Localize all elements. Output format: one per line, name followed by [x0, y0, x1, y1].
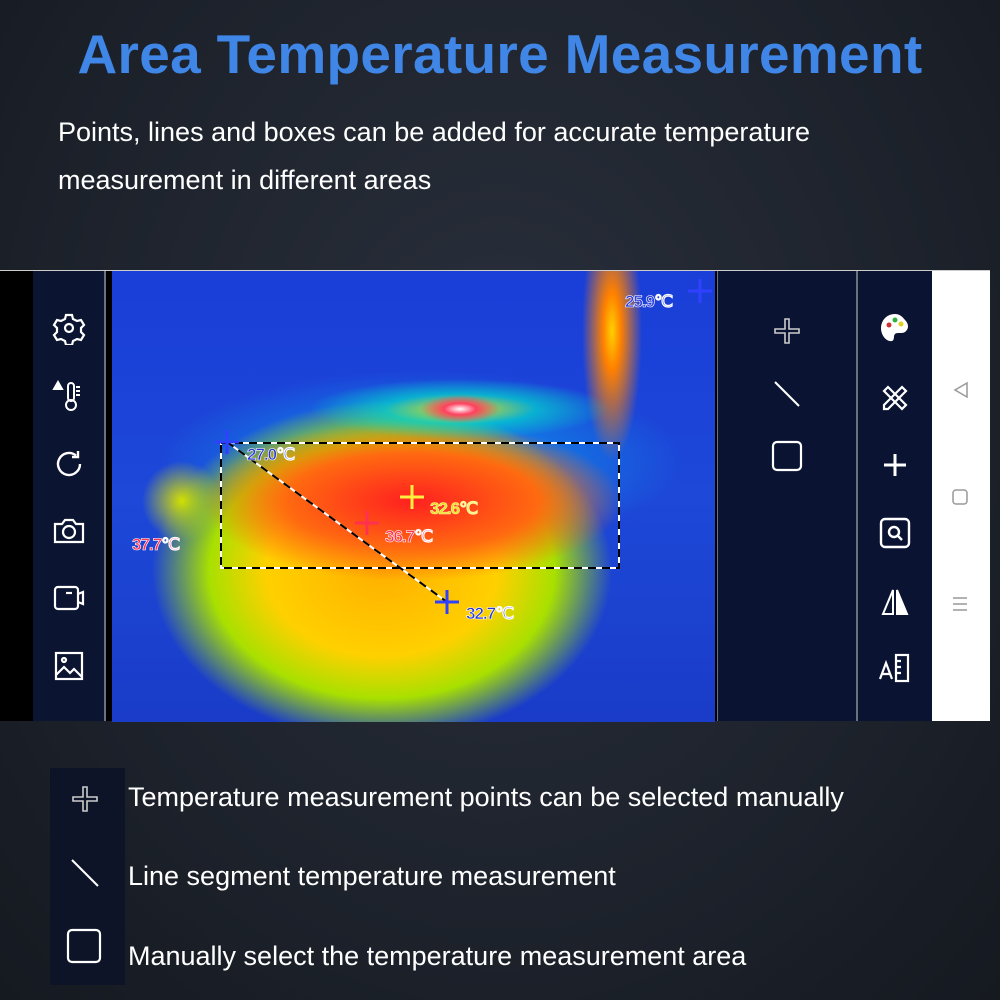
menu-icon[interactable] — [952, 596, 968, 612]
box-center-marker[interactable] — [398, 483, 426, 511]
video-icon[interactable] — [52, 581, 86, 615]
temp-label-box-center: 32.6℃ — [430, 499, 479, 519]
measure-tools-panel — [717, 271, 858, 721]
text-settings-icon[interactable] — [878, 651, 912, 685]
mirror-icon[interactable] — [878, 585, 912, 619]
box-tool-icon[interactable] — [770, 439, 804, 473]
temp-label-line-end: 32.7℃ — [466, 604, 515, 624]
legend-text-box: Manually select the temperature measurem… — [128, 941, 747, 971]
line-tool-icon[interactable] — [770, 377, 804, 411]
point-tool-icon[interactable] — [770, 314, 804, 348]
hotspot-marker[interactable] — [353, 509, 381, 537]
gear-icon[interactable] — [52, 311, 86, 345]
left-toolbar — [33, 271, 106, 721]
page-subtitle: Points, lines and boxes can be added for… — [58, 117, 810, 195]
back-icon[interactable] — [952, 381, 970, 399]
app-screenshot: 25.9℃ 27.0℃ 32.6℃ 36.7℃ 32.7℃ 37.7℃ — [0, 270, 990, 722]
gallery-icon[interactable] — [52, 649, 86, 683]
line-start-marker[interactable] — [213, 428, 241, 456]
line-end-marker[interactable] — [433, 588, 461, 616]
legend-text-line: Line segment temperature measurement — [128, 861, 616, 891]
max-point-marker[interactable] — [686, 277, 714, 305]
temp-label-max: 25.9℃ — [625, 292, 674, 312]
camera-icon[interactable] — [52, 514, 86, 548]
temp-label-hotspot: 36.7℃ — [385, 527, 434, 547]
point-icon — [72, 786, 98, 812]
ruler-pencil-icon[interactable] — [878, 381, 912, 415]
system-nav-bar — [932, 271, 990, 721]
line-icon — [71, 859, 99, 887]
right-toolbar — [858, 271, 932, 721]
legend-text-point: Temperature measurement points can be se… — [128, 782, 844, 812]
zoom-icon[interactable] — [878, 516, 912, 550]
measurement-overlay — [220, 441, 620, 603]
page-title: Area Temperature Measurement — [77, 23, 923, 85]
temp-label-left-point: 37.7℃ — [132, 535, 181, 555]
temp-label-line-start: 27.0℃ — [247, 445, 296, 465]
legend-icon-panel — [50, 768, 125, 985]
box-icon — [66, 928, 102, 964]
home-icon[interactable] — [952, 489, 968, 505]
thermometer-alarm-icon[interactable] — [51, 379, 86, 413]
rotate-icon[interactable] — [52, 447, 86, 481]
palette-icon[interactable] — [878, 311, 912, 345]
add-icon[interactable] — [878, 448, 912, 482]
thermal-image-view[interactable]: 25.9℃ 27.0℃ 32.6℃ 36.7℃ 32.7℃ 37.7℃ — [112, 271, 715, 722]
